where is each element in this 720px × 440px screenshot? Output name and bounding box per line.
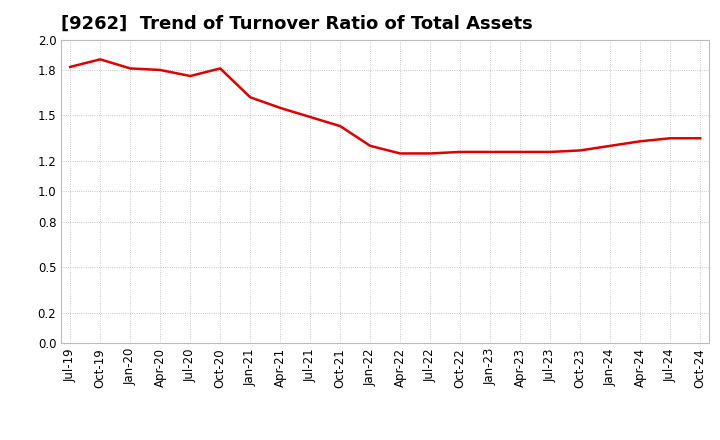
Text: [9262]  Trend of Turnover Ratio of Total Assets: [9262] Trend of Turnover Ratio of Total … — [61, 15, 533, 33]
